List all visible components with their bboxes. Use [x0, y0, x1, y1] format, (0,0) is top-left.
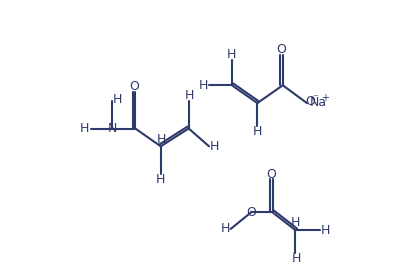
- Text: O: O: [266, 168, 276, 181]
- Text: +: +: [321, 93, 329, 103]
- Text: H: H: [199, 79, 208, 92]
- Text: O: O: [306, 95, 316, 108]
- Text: H: H: [210, 140, 219, 153]
- Text: H: H: [292, 252, 301, 265]
- Text: H: H: [320, 224, 330, 237]
- Text: H: H: [291, 215, 300, 228]
- Text: H: H: [253, 124, 262, 138]
- Text: H: H: [80, 122, 89, 135]
- Text: H: H: [221, 222, 230, 235]
- Text: O: O: [129, 80, 139, 93]
- Text: O: O: [246, 206, 256, 219]
- Text: N: N: [108, 122, 117, 135]
- Text: ⁻: ⁻: [312, 93, 318, 103]
- Text: H: H: [185, 89, 194, 102]
- Text: H: H: [113, 93, 122, 106]
- Text: H: H: [156, 173, 166, 186]
- Text: H: H: [227, 48, 236, 61]
- Text: O: O: [277, 43, 287, 56]
- Text: Na: Na: [310, 96, 327, 109]
- Text: H: H: [157, 133, 166, 146]
